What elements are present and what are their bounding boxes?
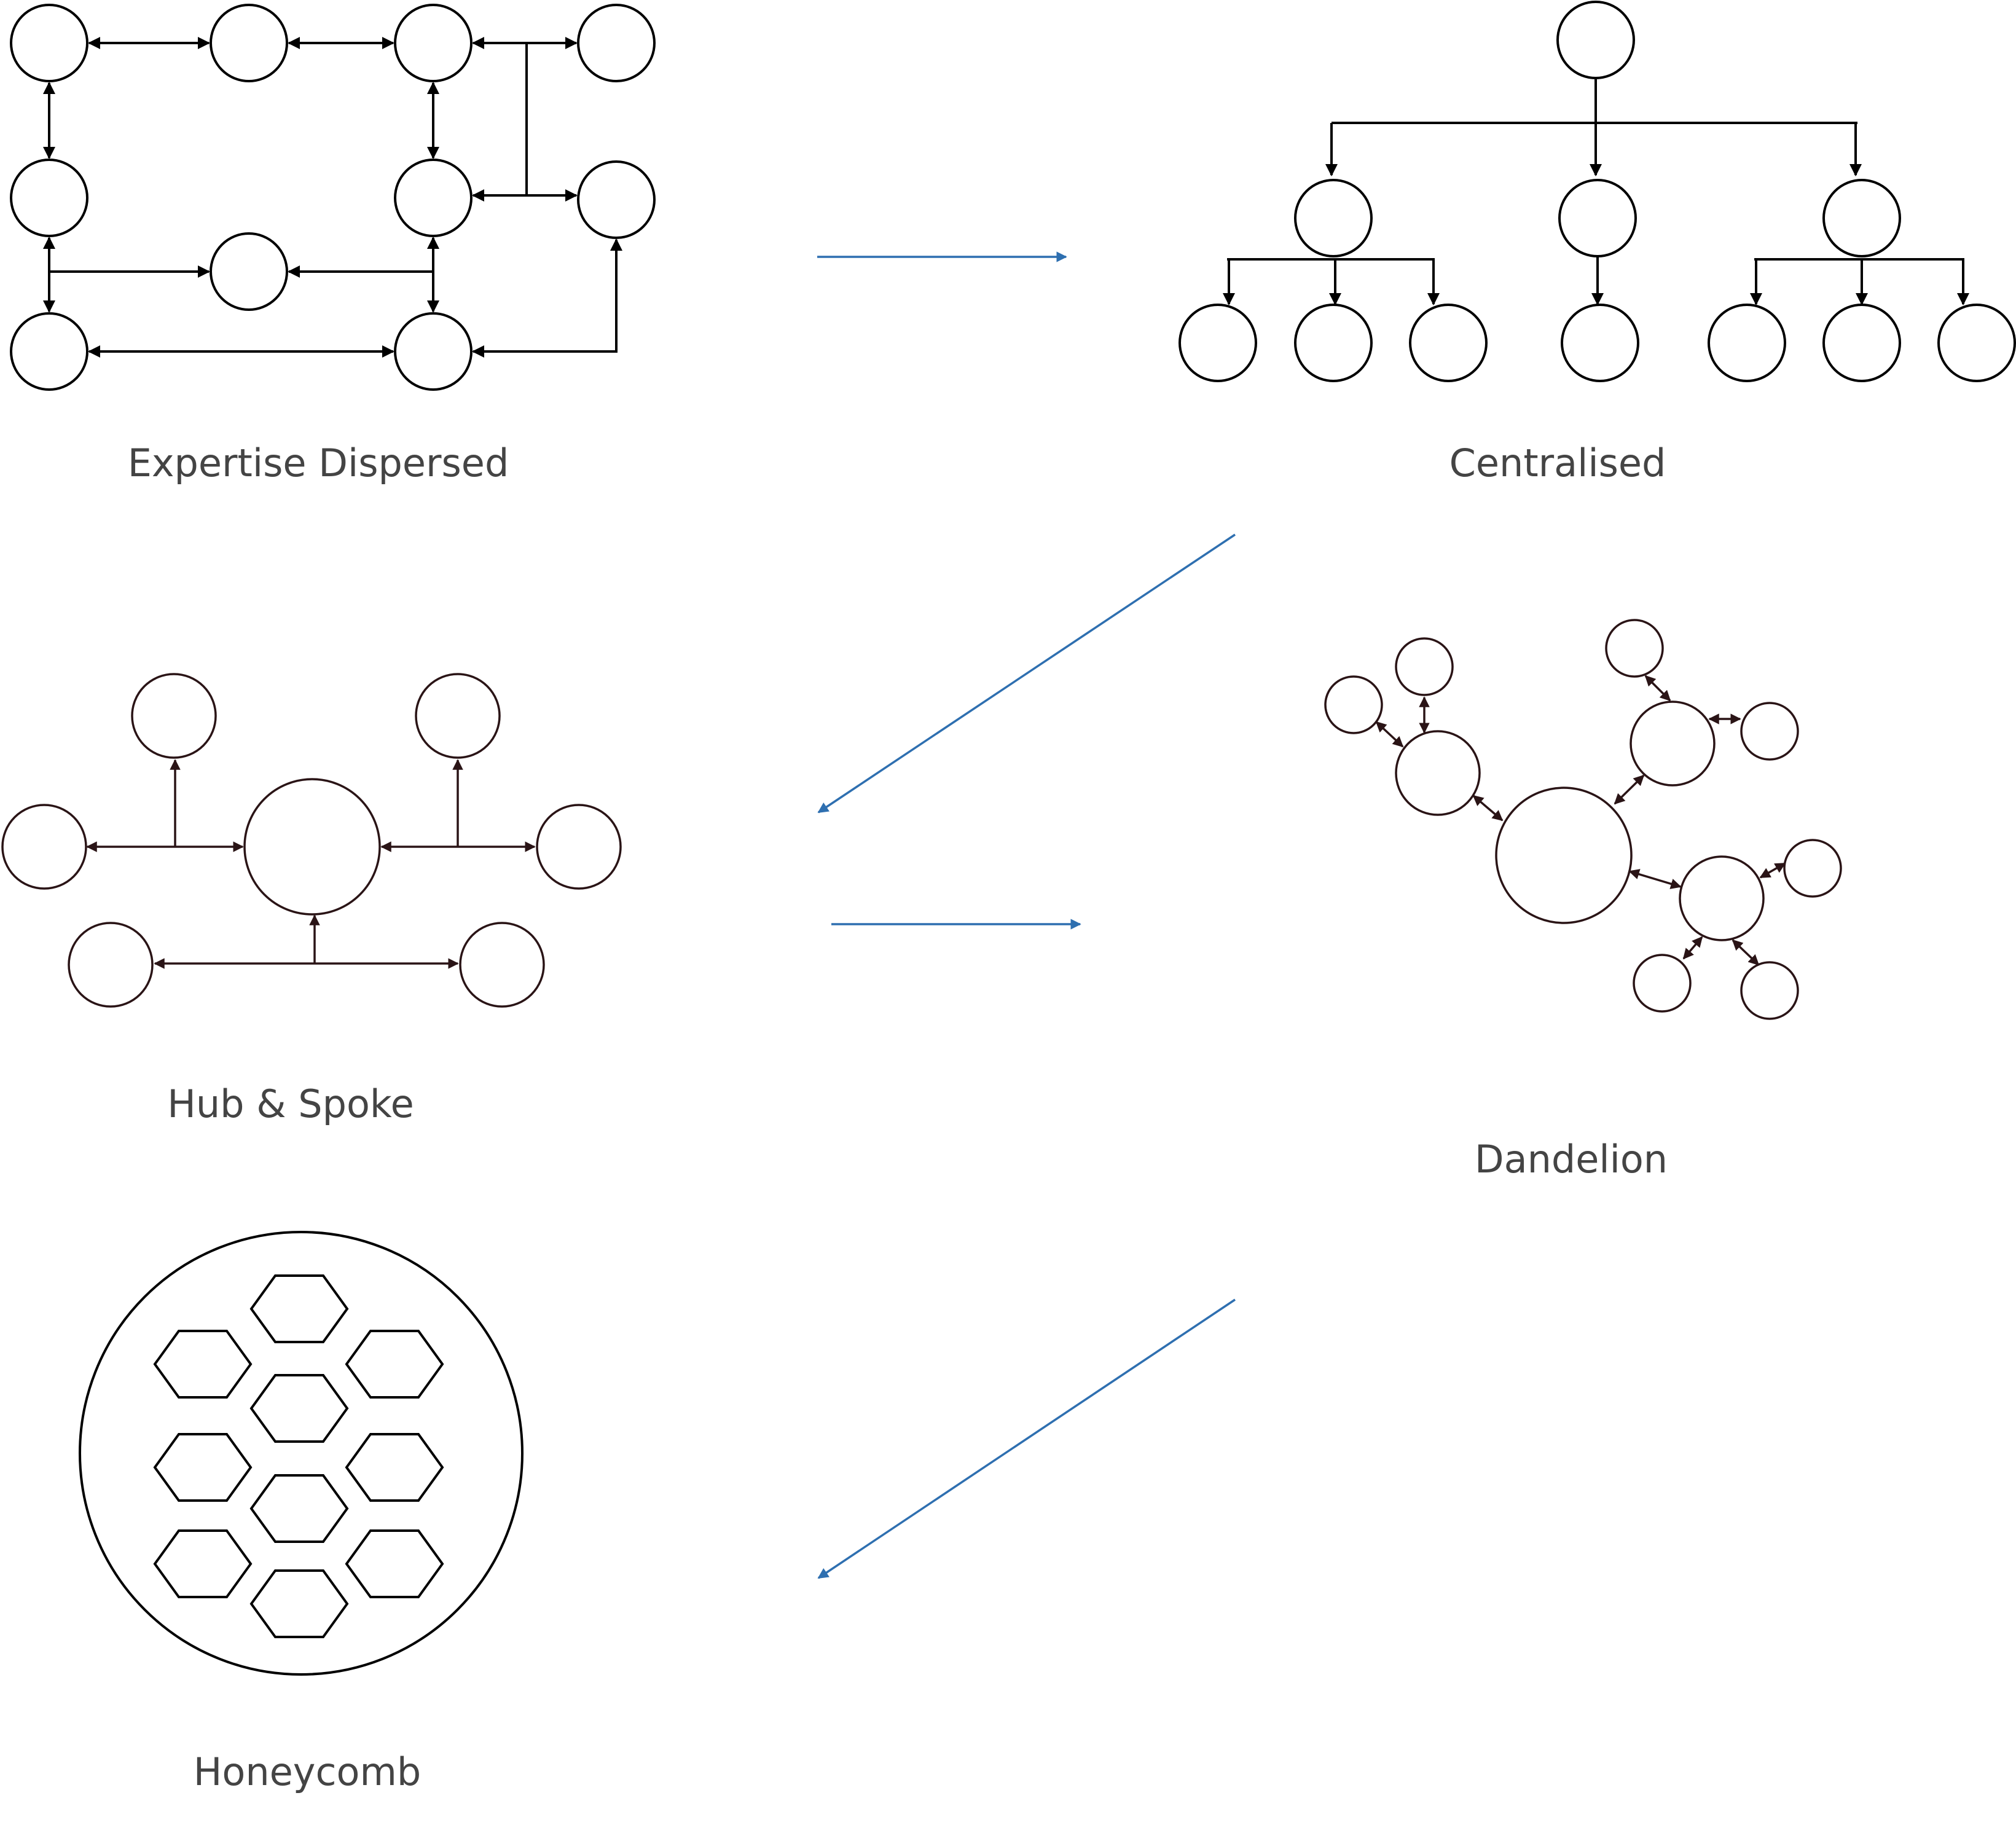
- transition-arrow: [817, 533, 1236, 814]
- node: [394, 312, 473, 391]
- label-dandelion: Dandelion: [1475, 1137, 1668, 1182]
- leaf-node: [1324, 675, 1383, 734]
- node: [577, 160, 656, 239]
- panel-centralised: Centralised: [1179, 1, 2016, 485]
- node: [1822, 179, 1901, 257]
- panel-dandelion: Dandelion: [1324, 619, 1842, 1182]
- spoke-node: [131, 673, 217, 759]
- panel-honeycomb: Honeycomb: [79, 1231, 524, 1794]
- connector: [1614, 774, 1645, 805]
- leaf-node: [1740, 961, 1799, 1020]
- honeycomb-cell: [153, 1529, 253, 1598]
- honeycomb-cell: [345, 1433, 444, 1502]
- leaf-node: [1395, 637, 1454, 696]
- hub-node: [243, 778, 381, 916]
- node: [1558, 179, 1637, 257]
- leaf-node: [1822, 304, 1901, 382]
- panel-expertise-dispersed: Expertise Dispersed: [10, 4, 656, 485]
- connector: [472, 238, 622, 358]
- honeycomb-cells: [153, 1274, 444, 1638]
- honeycomb-cell: [153, 1330, 253, 1399]
- connector: [1759, 862, 1786, 879]
- connector: [1472, 795, 1504, 822]
- leaf-node: [1179, 304, 1257, 382]
- dandelion-connectors: [1375, 675, 1786, 966]
- panel-hub-and-spoke: Hub & Spoke: [1, 673, 622, 1126]
- node: [210, 232, 288, 311]
- connector: [1732, 939, 1760, 966]
- honeycomb-cell: [345, 1529, 444, 1598]
- node: [210, 4, 288, 82]
- honeycomb-cell: [345, 1330, 444, 1399]
- centralised-nodes: [1179, 1, 2016, 382]
- cluster-node: [1630, 701, 1716, 787]
- leaf-node: [1937, 304, 2016, 382]
- spoke-node: [68, 922, 154, 1008]
- dispersed-connectors: [43, 37, 622, 358]
- dandelion-nodes: [1324, 619, 1842, 1020]
- leaf-node: [1708, 304, 1786, 382]
- node: [1294, 179, 1373, 257]
- label-honeycomb: Honeycomb: [194, 1749, 421, 1794]
- connector: [1375, 721, 1404, 748]
- leaf-node: [1605, 619, 1664, 678]
- spoke-node: [536, 804, 622, 890]
- honeycomb-boundary: [79, 1231, 524, 1676]
- label-centralised: Centralised: [1449, 441, 1666, 485]
- honeycomb-cell: [249, 1569, 349, 1638]
- honeycomb-cell: [153, 1433, 253, 1502]
- node: [577, 4, 656, 82]
- root-node: [1556, 1, 1635, 79]
- dispersed-nodes: [10, 4, 656, 391]
- hub-nodes: [1, 673, 622, 1008]
- connector: [1644, 675, 1671, 702]
- node: [394, 159, 473, 237]
- leaf-node: [1409, 304, 1488, 382]
- centralised-connectors: [1223, 78, 1969, 305]
- honeycomb-cell: [249, 1274, 349, 1343]
- node: [10, 312, 88, 391]
- honeycomb-cell: [249, 1374, 349, 1443]
- leaf-node: [1294, 304, 1373, 382]
- node: [10, 4, 88, 82]
- connector: [1628, 869, 1682, 889]
- core-node: [1495, 787, 1633, 924]
- leaf-node: [1633, 954, 1692, 1013]
- connector: [1682, 936, 1703, 960]
- cluster-node: [1679, 855, 1765, 941]
- spoke-node: [415, 673, 501, 759]
- transition-arrows: [817, 251, 1236, 1579]
- leaf-node: [1740, 702, 1799, 761]
- hub-connectors: [86, 759, 536, 969]
- transition-arrow: [817, 1298, 1236, 1579]
- leaf-node: [1561, 304, 1639, 382]
- spoke-node: [1, 804, 87, 890]
- cluster-node: [1395, 730, 1481, 816]
- spoke-node: [459, 922, 545, 1008]
- leaf-node: [1783, 839, 1842, 898]
- honeycomb-cell: [249, 1474, 349, 1543]
- node: [10, 159, 88, 237]
- label-hub-and-spoke: Hub & Spoke: [167, 1081, 414, 1126]
- label-expertise-dispersed: Expertise Dispersed: [128, 441, 509, 485]
- node: [394, 4, 473, 82]
